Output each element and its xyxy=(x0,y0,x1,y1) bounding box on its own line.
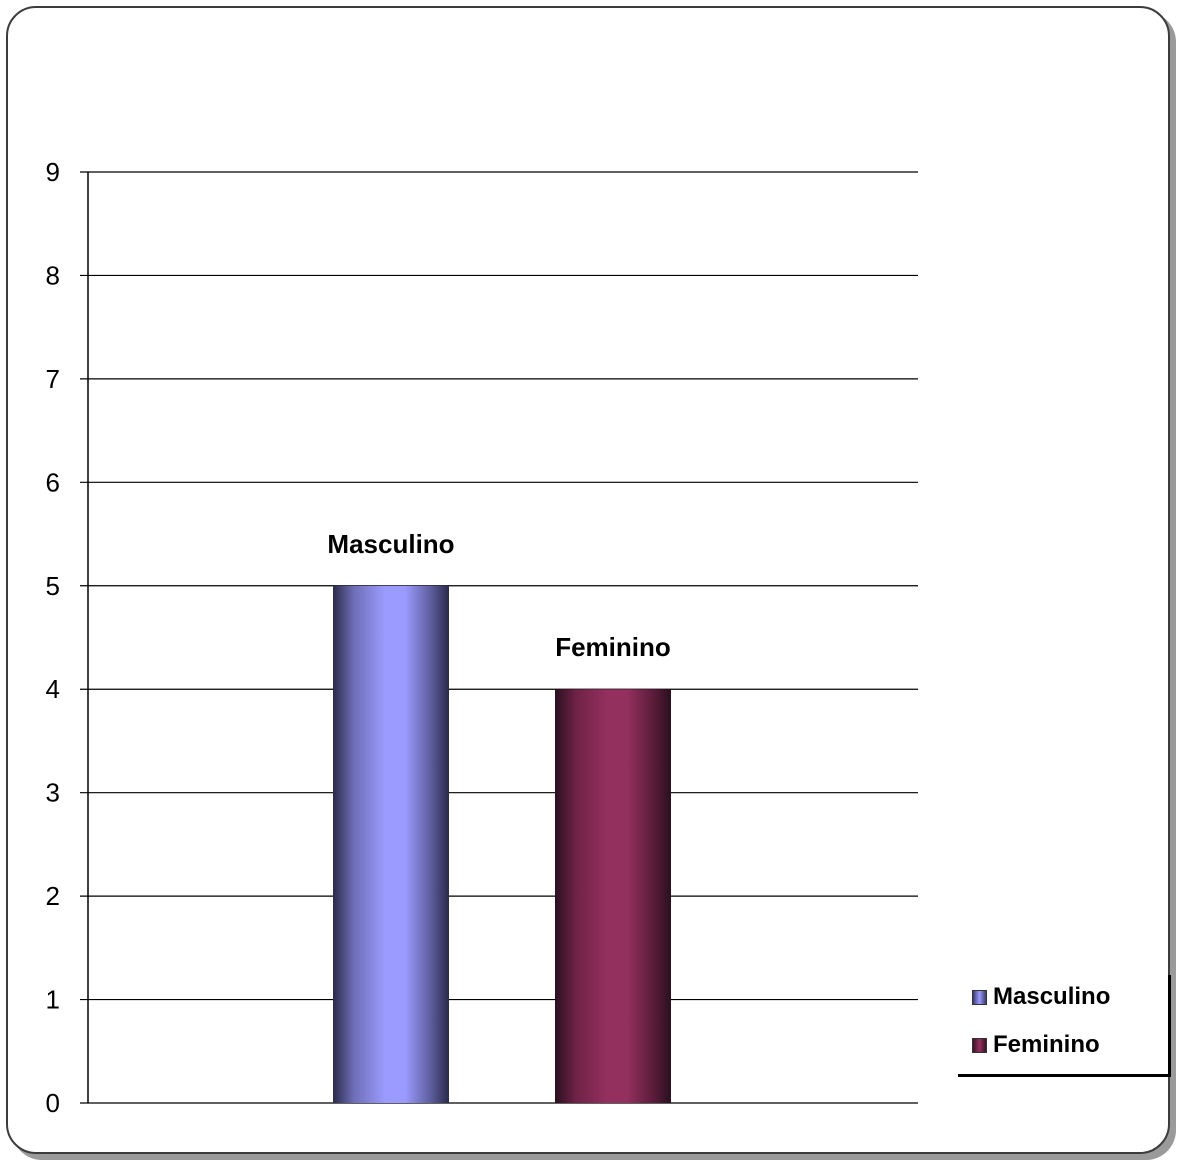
y-tick-label: 6 xyxy=(46,467,60,497)
y-tick-label: 2 xyxy=(46,881,60,911)
legend-item-masculino: Masculino xyxy=(972,983,1110,1011)
legend-swatch-masculino xyxy=(972,989,987,1005)
legend-swatch-feminino xyxy=(972,1037,987,1053)
y-tick-label: 3 xyxy=(46,778,60,808)
y-tick-label: 1 xyxy=(46,985,60,1015)
bars xyxy=(333,585,671,1103)
data-label-feminino: Feminino xyxy=(555,632,671,662)
y-tick-label: 5 xyxy=(46,571,60,601)
legend-item-feminino: Feminino xyxy=(972,1031,1100,1059)
bar-masculino xyxy=(333,585,449,1103)
data-label-masculino: Masculino xyxy=(327,529,454,559)
y-tick-label: 9 xyxy=(46,157,60,187)
y-axis-ticks: 0 1 2 3 4 5 6 7 8 9 xyxy=(46,157,60,1118)
grid-lines xyxy=(80,171,918,1104)
y-tick-label: 0 xyxy=(46,1088,60,1118)
legend: Masculino Feminino xyxy=(958,975,1171,1077)
data-labels: Masculino Feminino xyxy=(327,529,670,662)
y-tick-label: 7 xyxy=(46,364,60,394)
legend-label: Masculino xyxy=(993,983,1111,1010)
y-tick-label: 4 xyxy=(46,674,60,704)
bar-feminino xyxy=(555,689,671,1103)
y-tick-label: 8 xyxy=(46,260,60,290)
legend-label: Feminino xyxy=(993,1031,1100,1058)
